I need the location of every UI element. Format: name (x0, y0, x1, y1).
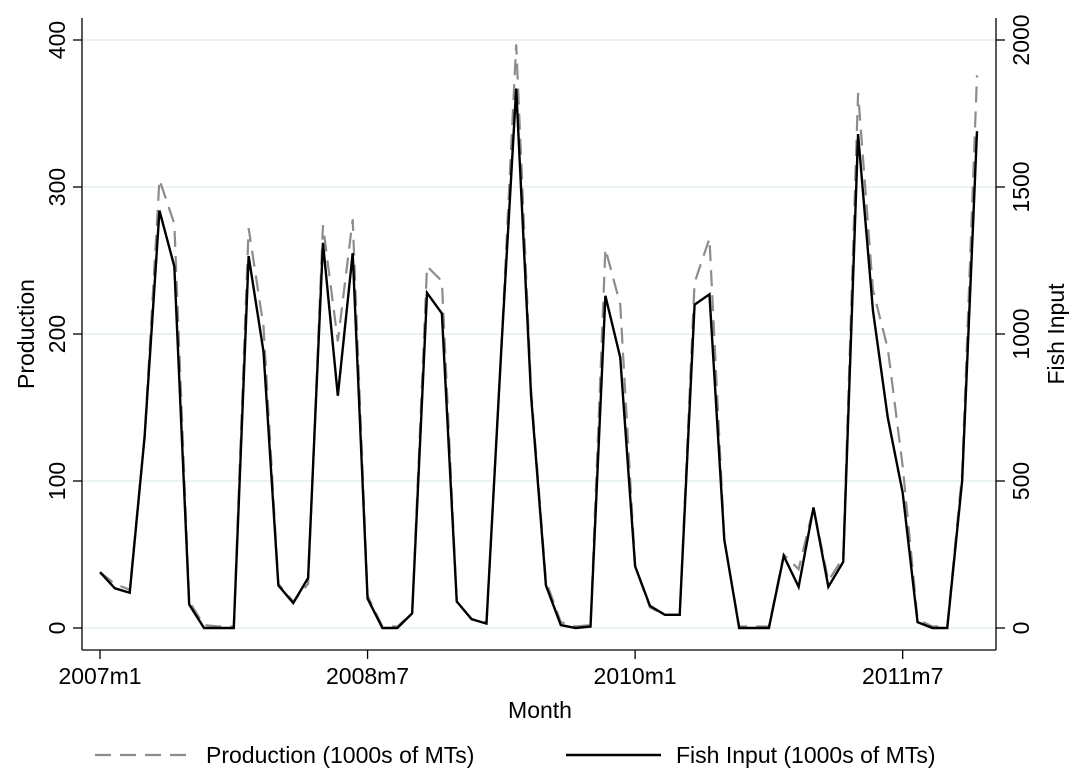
y-left-tick-label: 100 (44, 462, 70, 500)
legend: Production (1000s of MTs) Fish Input (10… (95, 742, 936, 768)
grid-lines (82, 39, 996, 629)
y-axis-left-title: Production (13, 279, 39, 389)
y-axis-right-title: Fish Input (1043, 283, 1069, 385)
y-left-tick-label: 300 (44, 168, 70, 206)
y-left-tick-label: 200 (44, 315, 70, 353)
y-right-tick-label: 0 (1008, 622, 1034, 635)
y-left-tick-label: 0 (44, 622, 70, 635)
y-left-tick-label: 400 (44, 21, 70, 59)
legend-label-fish-input: Fish Input (1000s of MTs) (676, 742, 936, 768)
y-right-tick-label: 500 (1008, 462, 1034, 500)
y-right-tick-label: 1500 (1008, 161, 1034, 212)
legend-label-production: Production (1000s of MTs) (206, 742, 474, 768)
x-tick-label: 2011m7 (862, 663, 943, 689)
x-tick-label: 2007m1 (58, 663, 141, 689)
series-line-production (99, 44, 979, 628)
x-axis-title: Month (508, 697, 572, 723)
x-tick-label: 2008m7 (326, 663, 409, 689)
y-right-tick-label: 2000 (1008, 14, 1034, 65)
y-right-tick-label: 1000 (1008, 308, 1034, 359)
x-tick-label: 2010m1 (594, 663, 677, 689)
series-line-fish-input (99, 88, 979, 630)
tick-marks: 0 100 200 300 400 0 500 1000 1500 2000 2007m1 2008m… (44, 14, 1034, 689)
series (99, 44, 979, 630)
